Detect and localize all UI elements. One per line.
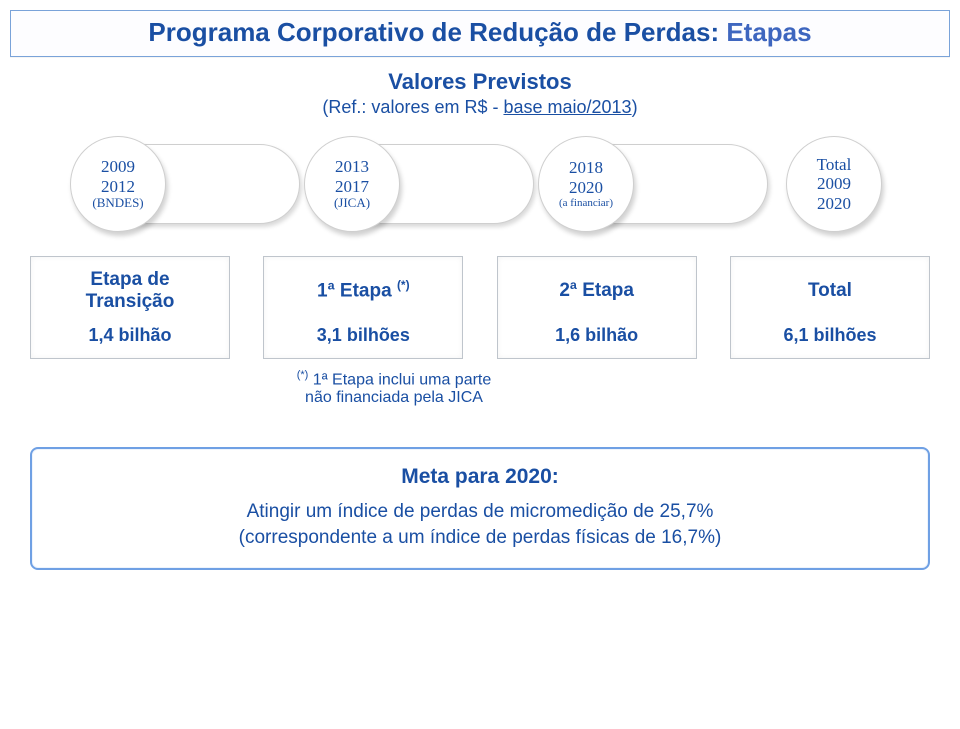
circle-line3: (a financiar): [559, 197, 613, 210]
card-label: 2ª Etapa: [506, 269, 688, 313]
etapa-card: Etapa deTransição 1,4 bilhão: [30, 256, 230, 359]
circle-line2: 2009: [817, 174, 851, 194]
ref-suffix: ): [632, 97, 638, 117]
timeline-circle: 20132017(JICA): [304, 136, 400, 232]
circle-line1: Total: [817, 155, 852, 175]
etapa-card: 2ª Etapa 1,6 bilhão: [497, 256, 697, 359]
timeline: 20092012(BNDES)20132017(JICA)20182020(a …: [30, 136, 930, 236]
page-title: Programa Corporativo de Redução de Perda…: [10, 10, 950, 57]
footnote-row: (*) 1ª Etapa inclui uma parte não financ…: [30, 369, 930, 425]
circle-line2: 2020: [569, 178, 603, 198]
circle-line1: 2009: [101, 157, 135, 177]
card-label: Etapa deTransição: [39, 269, 221, 313]
card-value: 1,4 bilhão: [39, 325, 221, 346]
circle-line3: (BNDES): [92, 196, 143, 211]
etapa-card: 1ª Etapa (*) 3,1 bilhões: [263, 256, 463, 359]
title-prefix: Programa Corporativo de Redução de Perda…: [148, 17, 726, 47]
title-highlight: Etapas: [726, 17, 811, 47]
circle-line2: 2012: [101, 177, 135, 197]
subtitle: Valores Previstos: [0, 69, 960, 95]
reference-line: (Ref.: valores em R$ - base maio/2013): [0, 97, 960, 118]
cards-row: Etapa deTransição 1,4 bilhão 1ª Etapa (*) 3…: [30, 256, 930, 359]
meta-box: Meta para 2020: Atingir um índice de per…: [30, 447, 930, 570]
ref-underlined: base maio/2013: [503, 97, 631, 117]
footnote-body: 1ª Etapa inclui uma parte não financiada…: [305, 371, 491, 406]
circle-line1: 2018: [569, 158, 603, 178]
card-value: 6,1 bilhões: [739, 325, 921, 346]
meta-line1: Atingir um índice de perdas de micromedi…: [247, 501, 714, 522]
timeline-circle: 20182020(a financiar): [538, 136, 634, 232]
etapa-card: Total 6,1 bilhões: [730, 256, 930, 359]
timeline-circle: Total20092020: [786, 136, 882, 232]
card-value: 1,6 bilhão: [506, 325, 688, 346]
circle-line3: (JICA): [334, 196, 370, 211]
meta-body: Atingir um índice de perdas de micromedi…: [52, 499, 908, 550]
circle-line1: 2013: [335, 157, 369, 177]
meta-line2: (correspondente a um índice de perdas fí…: [239, 527, 722, 548]
circle-line3: 2020: [817, 194, 851, 214]
card-label: Total: [739, 269, 921, 313]
card-value: 3,1 bilhões: [272, 325, 454, 346]
timeline-circle: 20092012(BNDES): [70, 136, 166, 232]
card-label: 1ª Etapa (*): [272, 269, 454, 313]
meta-title: Meta para 2020:: [52, 465, 908, 489]
ref-prefix: (Ref.: valores em R$ -: [322, 97, 503, 117]
circle-line2: 2017: [335, 177, 369, 197]
footnote-text: (*) 1ª Etapa inclui uma parte não financ…: [284, 369, 504, 407]
footnote-sup: (*): [297, 369, 309, 381]
